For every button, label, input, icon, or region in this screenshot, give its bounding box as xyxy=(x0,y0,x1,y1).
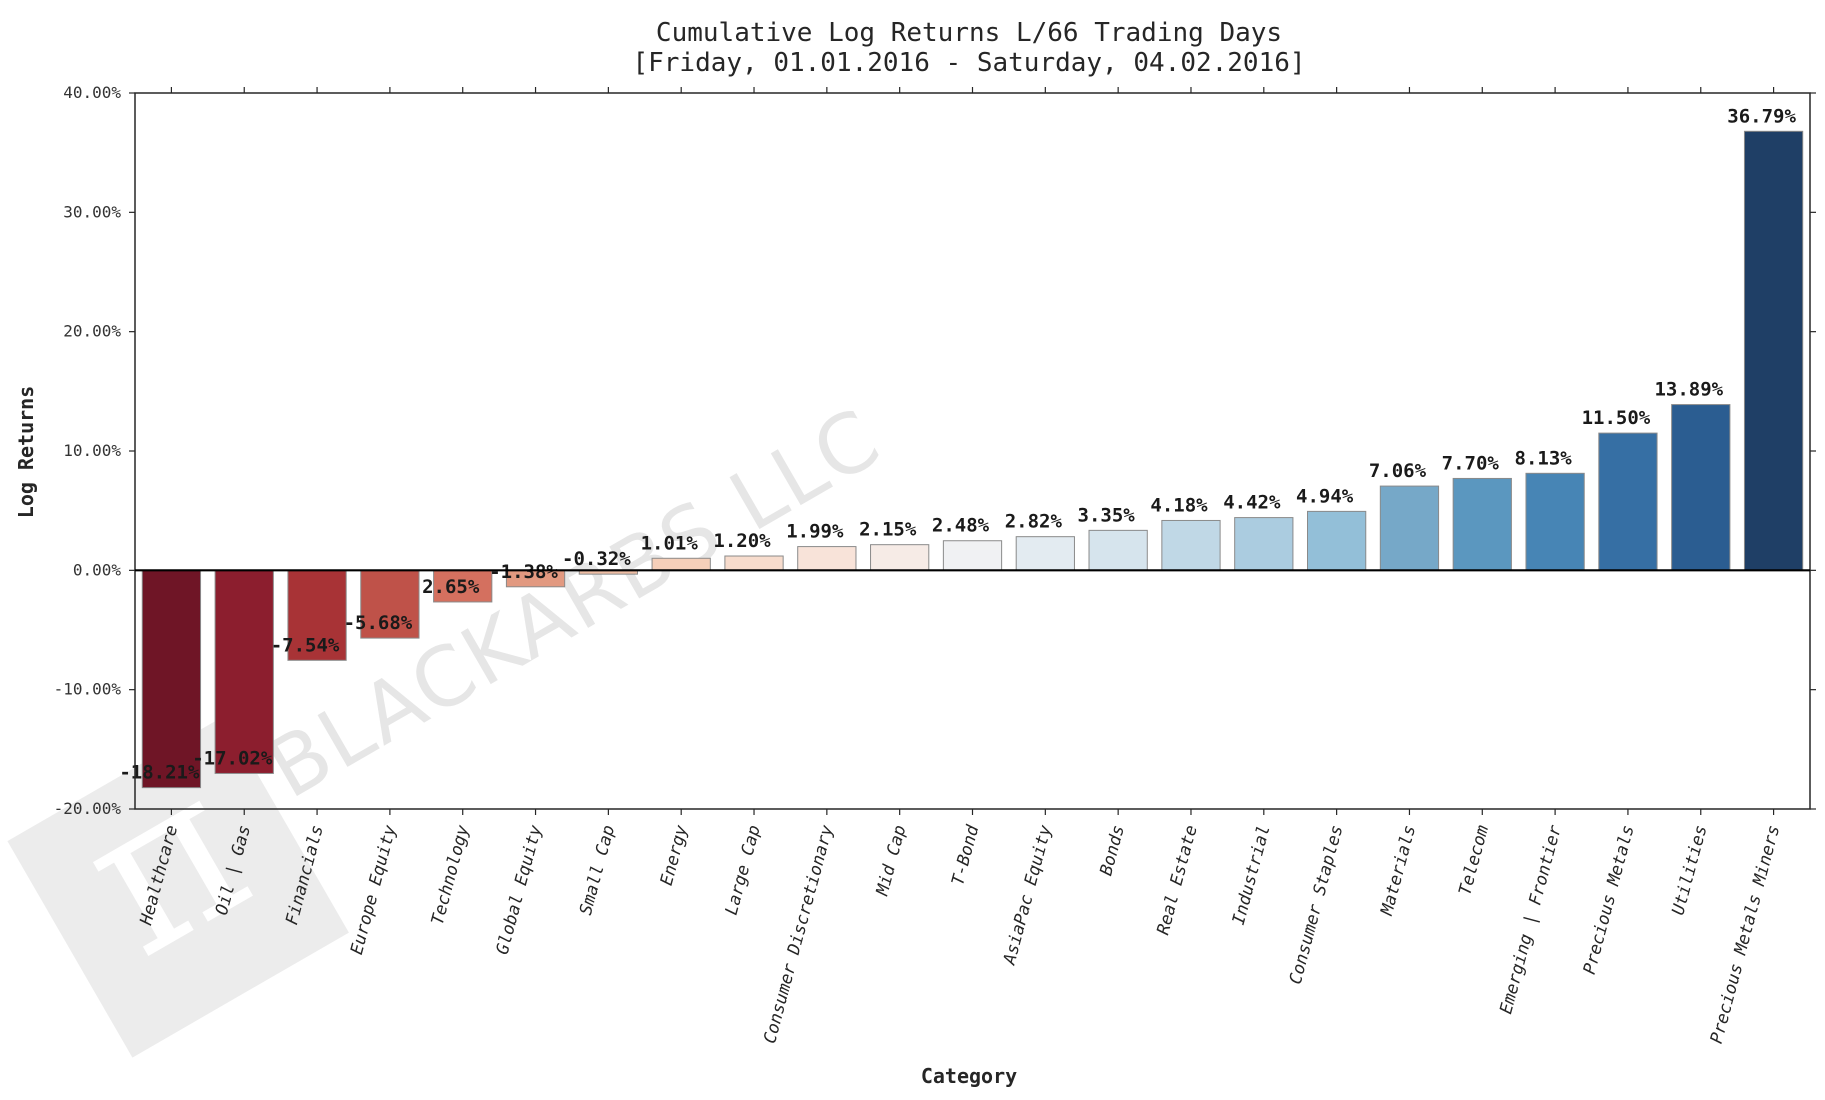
data-label: 2.48% xyxy=(932,515,990,537)
data-label: 7.70% xyxy=(1442,452,1500,474)
bar xyxy=(1598,432,1658,571)
bar xyxy=(1234,517,1294,571)
bars-group xyxy=(141,130,1804,789)
data-label: 3.35% xyxy=(1078,504,1136,526)
data-label: 2.82% xyxy=(1005,511,1063,533)
data-label: 1.01% xyxy=(641,532,699,554)
bar xyxy=(214,569,274,774)
y-ticks-group: -20.00% -10.00% 0.00% 10.00% 20.00% 30.00% 40.… xyxy=(54,83,1816,818)
bar xyxy=(1525,472,1585,571)
data-label: 1.20% xyxy=(713,530,771,552)
bar xyxy=(1161,519,1221,571)
bar xyxy=(797,546,857,571)
data-label: 1.99% xyxy=(786,521,844,543)
x-tick-label: Telecom xyxy=(1455,823,1493,897)
data-label: -5.68% xyxy=(344,612,413,634)
data-label: -7.54% xyxy=(271,634,340,656)
chart-title: Cumulative Log Returns L/66 Trading Days xyxy=(656,18,1282,48)
data-label: -18.21% xyxy=(119,762,200,784)
x-tick-label: Materials xyxy=(1377,823,1420,918)
x-axis-label: Category xyxy=(921,1064,1017,1088)
data-labels-group: -18.21%-17.02% -7.54%-5.68% 2.65% -1.38%-0.… xyxy=(119,105,1796,783)
x-tick-label: Small Cap xyxy=(576,823,619,917)
data-label: 4.18% xyxy=(1150,494,1208,516)
data-label: -0.32% xyxy=(562,548,631,570)
watermark-logo-square xyxy=(7,716,349,1058)
x-tick-label: AsiaPac Equity xyxy=(999,822,1056,967)
bar xyxy=(942,540,1003,571)
chart-subtitle: [Friday, 01.01.2016 - Saturday, 04.02.20… xyxy=(632,48,1305,78)
data-label: 11.50% xyxy=(1582,407,1651,429)
x-tick-label: Europe Equity xyxy=(347,822,401,956)
bar xyxy=(1452,477,1512,571)
x-tick-label: Mid Cap xyxy=(872,823,910,898)
data-label: 8.13% xyxy=(1515,447,1573,469)
bar xyxy=(141,569,202,789)
data-label: 2.15% xyxy=(859,519,917,541)
y-tick-label: -20.00% xyxy=(54,799,122,818)
data-label: 7.06% xyxy=(1369,460,1427,482)
y-tick-label: 0.00% xyxy=(73,560,122,579)
bar xyxy=(651,557,711,571)
data-label: 4.42% xyxy=(1223,492,1281,514)
bar xyxy=(1307,510,1367,571)
data-label: 2.65% xyxy=(422,576,480,598)
y-tick-label: 30.00% xyxy=(63,202,121,221)
x-tick-label: Precious Metals Miners xyxy=(1707,823,1785,1046)
x-tick-label: Technology xyxy=(428,822,474,927)
bar xyxy=(1671,404,1731,571)
plot-frame xyxy=(134,92,1811,810)
bar xyxy=(1743,130,1804,571)
x-tick-label: Utilities xyxy=(1668,823,1711,917)
x-tick-label: Consumer Staples xyxy=(1286,823,1348,986)
bar xyxy=(433,569,493,603)
x-tick-label: T-Bond xyxy=(948,822,983,887)
x-tick-label: Consumer Discretionary xyxy=(760,822,838,1045)
bar xyxy=(1379,485,1440,571)
y-axis-label: Log Returns xyxy=(14,386,38,518)
data-label: -1.38% xyxy=(489,561,558,583)
bar xyxy=(1015,536,1075,571)
x-tick-label: Large Cap xyxy=(722,823,765,917)
bar xyxy=(870,544,930,571)
data-label: 36.79% xyxy=(1727,105,1796,127)
data-label: -17.02% xyxy=(192,747,273,769)
watermark: π xyxy=(7,716,349,1058)
data-label: 4.94% xyxy=(1296,485,1354,507)
data-label: 13.89% xyxy=(1654,379,1723,401)
x-tick-label: Precious Metals xyxy=(1580,823,1639,976)
watermark-text: BLACKARBS LLC xyxy=(253,391,897,818)
x-tick-label: Energy xyxy=(657,822,692,887)
bar xyxy=(360,569,420,639)
y-tick-label: -10.00% xyxy=(54,680,122,699)
y-tick-label: 10.00% xyxy=(63,441,121,460)
y-tick-label: 40.00% xyxy=(63,83,121,102)
x-tick-label: Bonds xyxy=(1096,823,1129,878)
bar xyxy=(724,555,784,571)
x-tick-label: Industrial xyxy=(1229,823,1275,927)
bar xyxy=(287,569,347,661)
bar xyxy=(1088,529,1148,571)
x-tick-label: Real Estate xyxy=(1153,823,1201,937)
x-tick-label: Emerging | Frontier xyxy=(1496,822,1566,1016)
y-tick-label: 20.00% xyxy=(63,322,121,341)
x-tick-label: Global Equity xyxy=(493,822,547,956)
